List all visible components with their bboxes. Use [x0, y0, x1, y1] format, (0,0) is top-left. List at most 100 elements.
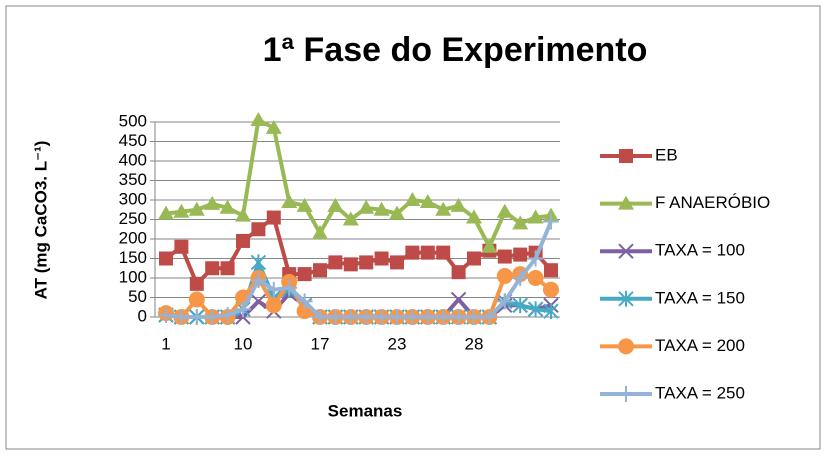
x-tick-label: 23	[388, 334, 407, 353]
data-point	[219, 307, 236, 324]
x-tick-label: 1	[161, 334, 170, 353]
data-point	[250, 112, 267, 127]
data-point	[527, 209, 544, 224]
data-point	[544, 263, 558, 278]
data-point	[543, 303, 559, 320]
data-point	[281, 279, 298, 296]
data-point	[496, 203, 513, 218]
data-point	[159, 251, 173, 266]
data-point	[450, 309, 467, 325]
data-point	[265, 281, 282, 298]
x-axis-label: Semanas	[328, 401, 403, 420]
data-point	[373, 309, 390, 325]
data-point	[389, 205, 405, 220]
data-point	[327, 197, 344, 212]
data-point	[467, 251, 481, 266]
data-point	[436, 245, 451, 260]
data-point	[342, 211, 359, 226]
y-tick-label: 50	[128, 287, 147, 306]
legend-label: TAXA = 200	[655, 336, 745, 355]
data-point	[404, 192, 421, 206]
data-point	[188, 291, 205, 308]
data-point	[250, 271, 267, 288]
data-point	[451, 265, 466, 280]
y-tick-label: 400	[119, 150, 147, 169]
data-point	[527, 250, 544, 267]
data-point	[466, 209, 482, 224]
data-point	[312, 309, 328, 325]
legend-marker	[619, 149, 633, 163]
data-point	[174, 239, 189, 254]
data-point	[204, 309, 221, 325]
data-point	[250, 293, 267, 310]
data-point	[342, 309, 359, 325]
data-point	[173, 309, 190, 325]
data-point	[359, 255, 374, 270]
data-point	[358, 309, 375, 325]
data-point	[419, 193, 436, 208]
data-point	[419, 309, 436, 325]
data-point	[343, 257, 358, 272]
data-point	[405, 245, 420, 260]
legend-label: EB	[655, 145, 678, 164]
data-point	[527, 301, 544, 318]
data-point	[512, 215, 529, 230]
legend-label: TAXA = 150	[655, 288, 745, 307]
x-tick-label: 28	[465, 334, 484, 353]
data-point	[327, 309, 344, 325]
y-tick-label: 150	[119, 248, 147, 267]
legend-marker	[618, 290, 634, 307]
data-point	[313, 263, 327, 278]
y-tick-label: 250	[119, 209, 147, 228]
data-point	[205, 261, 220, 276]
data-point	[466, 309, 482, 325]
data-point	[235, 301, 251, 318]
x-tick-label: 17	[311, 334, 330, 353]
data-point	[266, 210, 281, 225]
data-point	[236, 233, 250, 248]
data-point	[512, 270, 529, 286]
x-tick-label: 10	[234, 334, 253, 353]
data-point	[497, 249, 512, 264]
data-point	[543, 281, 559, 298]
y-tick-label: 100	[119, 267, 147, 286]
data-point	[296, 293, 313, 310]
data-point	[189, 276, 204, 291]
data-point	[173, 203, 190, 218]
data-point	[450, 291, 467, 308]
data-point	[527, 270, 544, 286]
data-point	[512, 297, 528, 314]
chart-title: 1ª Fase do Experimento	[263, 31, 648, 69]
y-axis-label: AT (mg CaCO3. L⁻¹)	[31, 141, 50, 300]
data-point	[312, 225, 328, 240]
legend-label: F ANAERÓBIO	[655, 193, 770, 212]
y-tick-label: 350	[119, 170, 147, 189]
data-point	[496, 293, 513, 310]
data-point	[296, 197, 313, 212]
data-point	[251, 222, 266, 237]
data-point	[481, 309, 498, 325]
data-point	[404, 309, 421, 325]
y-tick-label: 200	[119, 228, 147, 247]
data-point	[374, 251, 389, 266]
chart-border	[5, 5, 821, 450]
data-point	[265, 119, 282, 134]
data-point	[235, 207, 251, 222]
data-point	[435, 309, 452, 325]
data-point	[328, 255, 343, 270]
data-point	[297, 267, 312, 282]
data-point	[188, 309, 205, 325]
data-point	[219, 199, 236, 214]
data-point	[204, 195, 221, 210]
legend-marker	[618, 243, 634, 259]
data-point	[250, 254, 267, 271]
data-point	[390, 255, 404, 270]
data-point	[265, 297, 282, 314]
data-point	[450, 197, 467, 212]
legend-label: TAXA = 100	[655, 241, 745, 260]
legend-marker	[618, 338, 634, 355]
legend-marker	[618, 386, 634, 402]
data-point	[513, 247, 528, 262]
y-tick-label: 0	[138, 306, 147, 325]
